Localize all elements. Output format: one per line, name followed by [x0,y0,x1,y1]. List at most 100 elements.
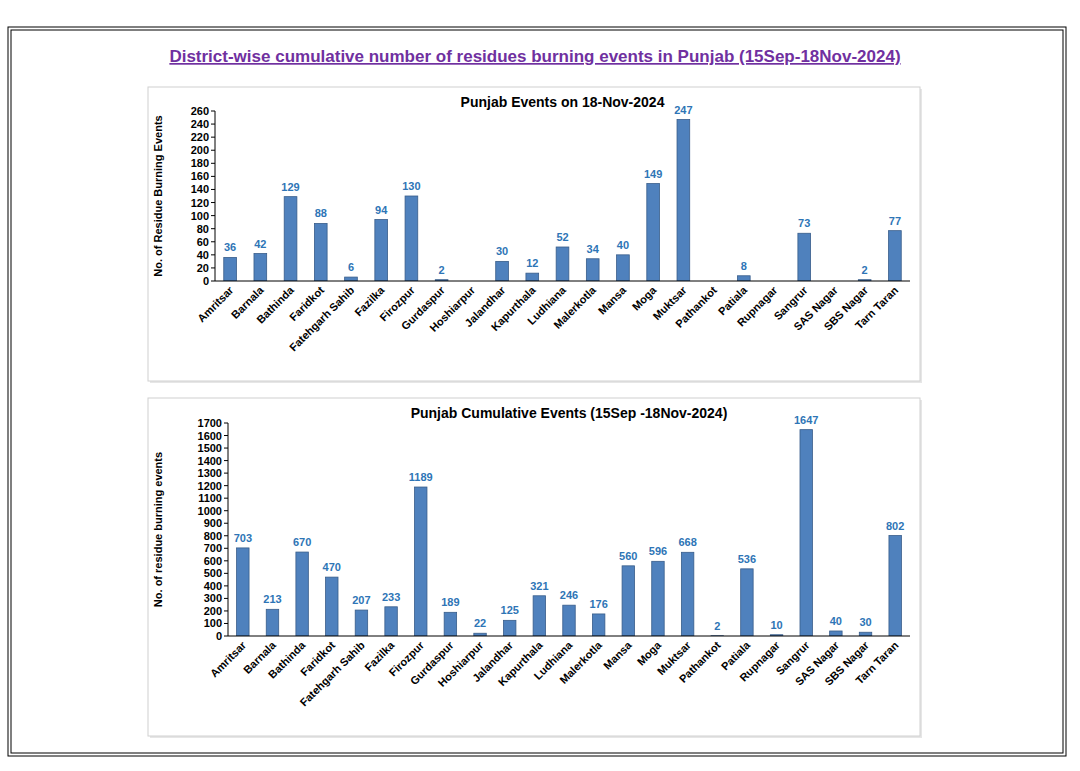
data-label: 233 [382,591,400,603]
x-tick-label: Rupnagar [737,638,782,683]
y-tick-label: 300 [204,592,222,604]
x-tick-label: Fatehgarh Sahib [287,284,357,354]
data-label: 125 [501,604,519,616]
y-tick [211,176,215,177]
y-tick-label: 20 [197,262,209,274]
x-tick-label: Rupnagar [735,283,780,328]
y-tick-label: 140 [191,183,209,195]
data-label: 1647 [794,414,818,426]
bar [737,276,750,281]
x-tick-label: Tarn Taran [853,639,901,687]
chart-box [148,398,920,736]
y-axis [228,423,229,636]
y-tick [224,498,228,499]
bar [586,259,599,281]
y-tick-label: 500 [204,567,222,579]
data-label: 129 [281,181,299,193]
bar [533,596,545,636]
data-label: 1189 [409,471,433,483]
bar [284,197,297,281]
chart-title: Punjab Cumulative Events (15Sep -18Nov-2… [411,405,728,421]
y-tick-label: 200 [204,605,222,617]
y-tick [224,523,228,524]
data-label: 670 [293,536,311,548]
y-tick-label: 40 [197,249,209,261]
y-tick-label: 80 [197,223,209,235]
data-label: 40 [830,615,842,627]
x-tick-label: Bathinda [254,283,296,325]
bars [224,120,901,282]
data-label: 40 [617,239,629,251]
data-label: 560 [619,550,637,562]
data-label: 30 [496,245,508,257]
y-axis-label: No. of residue burning events [152,452,164,607]
y-tick [211,111,215,112]
bar [375,220,388,281]
bar [889,231,902,281]
data-label: 321 [530,580,548,592]
y-tick-label: 1200 [198,480,222,492]
y-tick-label: 1000 [198,505,222,517]
y-tick-label: 60 [197,236,209,248]
x-tick-label: Amritsar [208,638,249,679]
y-tick [224,448,228,449]
data-label: 247 [674,104,692,116]
y-tick [224,636,228,637]
data-label: 52 [556,231,568,243]
y-tick-label: 900 [204,517,222,529]
y-tick [211,189,215,190]
bar [563,605,575,636]
y-tick [211,124,215,125]
y-tick [224,460,228,461]
data-label: 8 [741,260,747,272]
bar [385,607,397,636]
data-label: 6 [348,261,354,273]
y-tick [211,202,215,203]
data-label: 176 [589,598,607,610]
x-tick-label: Mansa [601,638,634,671]
chart-box [148,87,920,381]
chart-title: Punjab Events on 18-Nov-2024 [461,94,665,110]
y-tick [224,610,228,611]
y-axis [215,111,216,281]
data-label: 94 [375,204,388,216]
bar [355,610,367,636]
y-tick-label: 260 [191,105,209,117]
y-tick [211,163,215,164]
x-axis [215,281,910,282]
y-tick-label: 800 [204,530,222,542]
x-tick-label: Amritsar [195,283,236,324]
data-label: 88 [315,207,327,219]
data-label: 207 [352,594,370,606]
x-tick-label: Mansa [596,283,629,316]
data-label: 703 [234,532,252,544]
x-tick-label: Tarn Taran [853,284,901,332]
y-tick-label: 220 [191,131,209,143]
chart: Punjab Cumulative Events (15Sep -18Nov-2… [148,398,922,738]
y-tick-label: 1400 [198,455,222,467]
bar [800,430,812,636]
y-tick [211,241,215,242]
y-tick-label: 100 [191,210,209,222]
y-tick [211,137,215,138]
data-label: 246 [560,589,578,601]
y-tick [224,435,228,436]
data-label: 34 [587,243,600,255]
y-tick-label: 1100 [198,492,222,504]
bar [345,277,358,281]
bar [326,577,338,636]
y-tick-label: 700 [204,542,222,554]
data-label: 42 [254,238,266,250]
y-tick [224,598,228,599]
x-tick-label: Fatehgarh Sahib [297,639,367,709]
page-border-inner [11,30,1063,753]
y-tick-label: 1300 [198,467,222,479]
chart: Punjab Events on 18-Nov-2024No. of Resid… [148,87,922,383]
bar [798,233,811,281]
data-label: 12 [526,257,538,269]
x-tick-label: Malerkotla [557,638,605,686]
bars [237,430,902,636]
y-tick [224,560,228,561]
y-tick [224,510,228,511]
y-tick-label: 160 [191,170,209,182]
